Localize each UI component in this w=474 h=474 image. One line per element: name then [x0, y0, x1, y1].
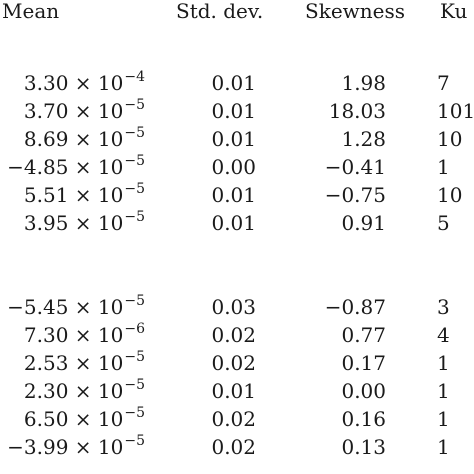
- skew-cell: 0.17: [341, 351, 386, 375]
- kurt-cell: 5: [437, 211, 450, 235]
- kurt-cell: 7: [437, 71, 450, 95]
- skew-cell: 0.91: [341, 211, 386, 235]
- kurt-cell: 1: [437, 379, 450, 403]
- mean-cell: 5.51 × 10−5: [23, 181, 145, 207]
- header-skewness: Skewness: [305, 0, 406, 23]
- table-row: −4.85 × 10−5 0.00 −0.41 1: [0, 153, 474, 181]
- skew-cell: 0.13: [341, 435, 386, 459]
- skew-cell: 0.77: [341, 323, 386, 347]
- header-kurtosis: Ku: [440, 0, 468, 23]
- table-row: 5.51 × 10−5 0.01 −0.75 10: [0, 181, 474, 209]
- kurt-cell: 1: [437, 155, 450, 179]
- kurt-cell: 3: [437, 295, 450, 319]
- mean-cell: 3.30 × 10−4: [23, 69, 145, 95]
- std-cell: 0.01: [211, 211, 256, 235]
- skew-cell: 0.00: [341, 379, 386, 403]
- table-row: 3.95 × 10−5 0.01 0.91 5: [0, 209, 474, 237]
- table-row: 3.30 × 10−4 0.01 1.98 7: [0, 69, 474, 97]
- std-cell: 0.03: [211, 295, 256, 319]
- table-row: 3.70 × 10−5 0.01 18.03 101: [0, 97, 474, 125]
- header-mean: Mean: [2, 0, 60, 23]
- mean-cell: 3.95 × 10−5: [23, 209, 145, 235]
- kurt-cell: 10: [437, 183, 463, 207]
- std-cell: 0.01: [211, 127, 256, 151]
- std-cell: 0.01: [211, 183, 256, 207]
- kurt-cell: 1: [437, 435, 450, 459]
- std-cell: 0.02: [211, 351, 256, 375]
- skew-cell: 1.28: [341, 127, 386, 151]
- skew-cell: 1.98: [341, 71, 386, 95]
- kurt-cell: 1: [437, 351, 450, 375]
- mean-cell: 2.53 × 10−5: [23, 349, 145, 375]
- table-row: 7.30 × 10−6 0.02 0.77 4: [0, 321, 474, 349]
- skew-cell: −0.41: [324, 155, 386, 179]
- mean-cell: 2.30 × 10−5: [23, 377, 145, 403]
- std-cell: 0.02: [211, 435, 256, 459]
- std-cell: 0.01: [211, 71, 256, 95]
- std-cell: 0.01: [211, 379, 256, 403]
- table-row: −5.45 × 10−5 0.03 −0.87 3: [0, 293, 474, 321]
- table-row: −3.99 × 10−5 0.02 0.13 1: [0, 433, 474, 461]
- header-std-dev: Std. dev.: [176, 0, 264, 23]
- kurt-cell: 101: [437, 99, 474, 123]
- mean-cell: −4.85 × 10−5: [7, 153, 145, 179]
- mean-cell: −5.45 × 10−5: [7, 293, 145, 319]
- kurt-cell: 4: [437, 323, 450, 347]
- skew-cell: −0.75: [324, 183, 386, 207]
- mean-cell: 7.30 × 10−6: [23, 321, 145, 347]
- std-cell: 0.02: [211, 407, 256, 431]
- skew-cell: −0.87: [324, 295, 386, 319]
- table-row: 2.53 × 10−5 0.02 0.17 1: [0, 349, 474, 377]
- skew-cell: 0.16: [341, 407, 386, 431]
- kurt-cell: 10: [437, 127, 463, 151]
- mean-cell: −3.99 × 10−5: [7, 433, 145, 459]
- skew-cell: 18.03: [328, 99, 386, 123]
- kurt-cell: 1: [437, 407, 450, 431]
- table-row: 2.30 × 10−5 0.01 0.00 1: [0, 377, 474, 405]
- table-row: 6.50 × 10−5 0.02 0.16 1: [0, 405, 474, 433]
- std-cell: 0.01: [211, 99, 256, 123]
- mean-cell: 3.70 × 10−5: [23, 97, 145, 123]
- mean-cell: 8.69 × 10−5: [23, 125, 145, 151]
- table-row: 8.69 × 10−5 0.01 1.28 10: [0, 125, 474, 153]
- std-cell: 0.00: [211, 155, 256, 179]
- std-cell: 0.02: [211, 323, 256, 347]
- mean-cell: 6.50 × 10−5: [23, 405, 145, 431]
